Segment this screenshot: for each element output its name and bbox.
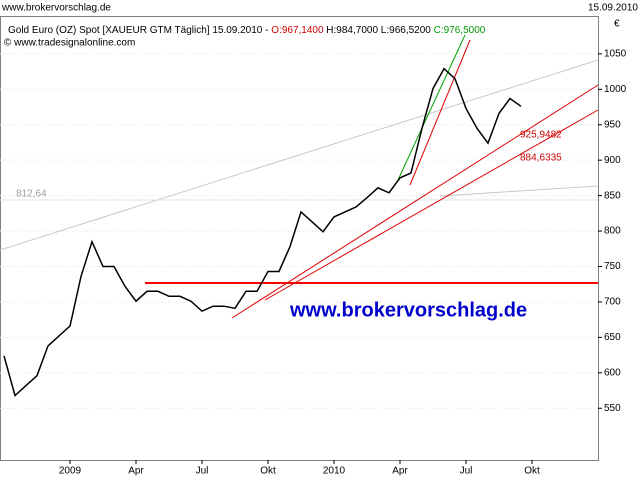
trend-line <box>231 84 599 319</box>
header-part: C:976,5000 <box>434 25 486 36</box>
site-name: www.brokervorschlag.de <box>1 3 111 14</box>
x-tick-label: Okt <box>524 466 540 477</box>
trend-line <box>264 109 599 301</box>
y-tick-label: 950 <box>604 119 621 130</box>
copyright: © www.tradesignalonline.com <box>4 38 135 49</box>
y-tick-label: 700 <box>604 297 621 308</box>
trend-line <box>397 34 466 181</box>
annotation: 884,6335 <box>520 153 562 164</box>
trend-line <box>409 39 471 186</box>
y-tick-label: 800 <box>604 226 621 237</box>
trend-line <box>439 185 599 197</box>
date: 15.09.2010 <box>588 3 638 14</box>
y-tick-label: 650 <box>604 332 621 343</box>
x-tick-label: 2010 <box>323 466 346 477</box>
header-part: O:967,1400 <box>271 25 324 36</box>
currency: € <box>614 19 620 30</box>
annotation: 925,9482 <box>520 130 562 141</box>
x-tick-label: Jul <box>460 466 473 477</box>
y-tick-label: 1000 <box>604 84 627 95</box>
annotation: 812,64 <box>16 189 47 200</box>
y-tick-label: 550 <box>604 403 621 414</box>
header-part: H:984,7000 L:966,5200 <box>324 25 434 36</box>
y-tick-label: 750 <box>604 261 621 272</box>
header: Gold Euro (OZ) Spot [XAUEUR GTM Täglich]… <box>8 25 486 36</box>
y-tick-label: 900 <box>604 155 621 166</box>
x-tick-label: Jul <box>196 466 209 477</box>
watermark: www.brokervorschlag.de <box>289 299 527 321</box>
top-bar <box>0 0 640 16</box>
header-part: Gold Euro (OZ) Spot [XAUEUR GTM Täglich]… <box>8 25 271 36</box>
y-tick-label: 600 <box>604 367 621 378</box>
x-tick-label: Apr <box>128 466 144 477</box>
x-tick-label: 2009 <box>59 466 82 477</box>
price-line <box>3 67 522 397</box>
x-tick-label: Okt <box>260 466 276 477</box>
y-tick-label: 1050 <box>604 48 627 59</box>
x-tick-label: Apr <box>392 466 408 477</box>
trend-line <box>0 59 599 251</box>
y-tick-label: 850 <box>604 190 621 201</box>
plot-frame <box>0 16 599 461</box>
